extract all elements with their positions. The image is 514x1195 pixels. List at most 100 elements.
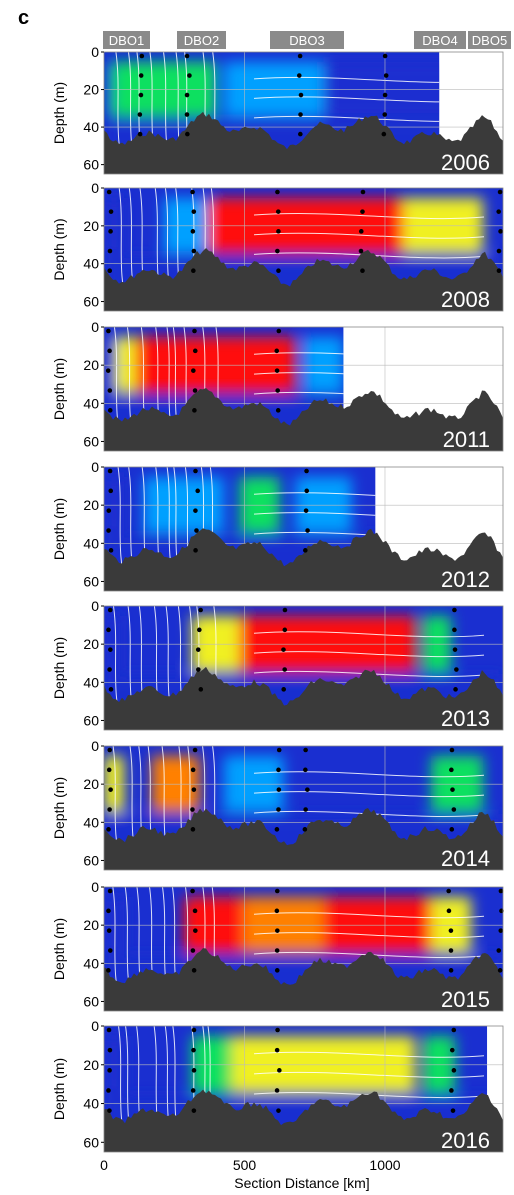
- sample-point: [303, 767, 308, 773]
- y-tick-label: 40: [83, 955, 99, 971]
- sample-point: [450, 787, 455, 792]
- sample-point: [303, 807, 308, 812]
- y-axis-label: Depth (m): [51, 1058, 67, 1120]
- sample-point: [107, 248, 113, 254]
- sample-point: [276, 328, 282, 334]
- sample-point: [191, 209, 197, 214]
- year-label: 2008: [441, 287, 490, 312]
- sample-point: [497, 189, 503, 195]
- year-label: 2016: [441, 1128, 490, 1153]
- sample-point: [498, 928, 504, 933]
- sample-point: [106, 827, 111, 832]
- sample-point: [190, 807, 195, 812]
- sample-point: [298, 131, 303, 137]
- sample-point: [274, 908, 280, 914]
- sample-point: [107, 1068, 112, 1073]
- sample-point: [107, 667, 112, 672]
- depth-section-panel: 0 20 40 60 Depth (m) 2011: [51, 319, 504, 452]
- sample-point: [108, 687, 114, 692]
- y-tick-label: 40: [83, 395, 99, 411]
- sample-point: [275, 248, 280, 254]
- sample-point: [191, 1027, 197, 1033]
- station-label: DBO5: [468, 31, 511, 49]
- sample-point: [451, 1068, 457, 1073]
- depth-section-panel: 0 20 40 60 Depth (m) 2013: [51, 598, 504, 731]
- y-axis-label: Depth (m): [51, 218, 67, 280]
- sample-point: [106, 767, 112, 773]
- sample-point: [274, 948, 280, 953]
- y-axis-label: Depth (m): [51, 918, 67, 980]
- sample-point: [305, 787, 310, 792]
- sample-point: [192, 328, 197, 334]
- sample-point: [358, 229, 364, 234]
- sample-point: [303, 747, 308, 753]
- sample-point: [190, 229, 196, 234]
- sample-point: [497, 968, 503, 973]
- sample-point: [107, 948, 113, 953]
- sample-point: [275, 189, 280, 195]
- sample-point: [106, 528, 111, 533]
- sample-point: [276, 767, 281, 773]
- sample-point: [137, 112, 143, 117]
- sample-point: [276, 229, 281, 234]
- station-label: DBO1: [103, 31, 150, 49]
- sample-point: [193, 548, 198, 553]
- bathymetry: [104, 111, 503, 174]
- bathymetry: [104, 807, 503, 870]
- sample-point: [193, 928, 198, 933]
- sample-point: [198, 687, 204, 692]
- depth-section-panel: 0 20 40 60 Depth (m) 2015: [51, 879, 504, 1012]
- bathymetry: [104, 1089, 503, 1152]
- sample-point: [449, 1088, 454, 1093]
- y-tick-label: 60: [83, 157, 99, 173]
- sample-point: [275, 1027, 280, 1033]
- sample-point: [275, 388, 280, 393]
- sample-point: [449, 827, 455, 832]
- y-axis-label: Depth (m): [51, 82, 67, 144]
- sample-point: [190, 827, 196, 832]
- y-tick-label: 0: [91, 459, 99, 475]
- sample-point: [274, 1088, 280, 1093]
- sample-point: [196, 667, 201, 672]
- sample-point: [108, 229, 113, 234]
- sample-point: [107, 1108, 112, 1113]
- sample-point: [185, 131, 190, 137]
- y-tick-label: 0: [91, 180, 99, 196]
- sample-point: [195, 488, 201, 494]
- sample-point: [498, 229, 503, 234]
- sample-point: [383, 73, 389, 78]
- year-label: 2011: [443, 427, 490, 452]
- sample-point: [191, 1047, 196, 1053]
- sample-point: [448, 948, 454, 953]
- x-tick-label: 0: [100, 1157, 108, 1173]
- y-tick-label: 20: [83, 917, 99, 933]
- sample-point: [296, 73, 302, 78]
- sample-point: [106, 928, 112, 933]
- sample-point: [191, 368, 196, 373]
- sample-point: [138, 92, 144, 98]
- sample-point: [138, 73, 144, 78]
- y-axis-label: Depth (m): [51, 498, 67, 560]
- y-tick-label: 40: [83, 1096, 99, 1112]
- sample-point: [192, 747, 198, 753]
- sample-point: [106, 968, 111, 973]
- sample-point: [184, 53, 190, 59]
- sample-point: [274, 968, 280, 973]
- sample-point: [282, 627, 288, 633]
- station-label: DBO2: [177, 31, 226, 49]
- sample-point: [191, 248, 197, 254]
- sample-point: [108, 488, 114, 494]
- sample-point: [198, 607, 203, 613]
- sample-point: [360, 189, 366, 195]
- y-tick-label: 0: [91, 319, 99, 335]
- sample-point: [274, 888, 280, 894]
- svg-text:DBO1: DBO1: [109, 33, 144, 48]
- sample-point: [451, 807, 457, 812]
- sample-point: [192, 348, 198, 354]
- y-tick-label: 60: [83, 712, 99, 728]
- year-label: 2015: [441, 987, 490, 1012]
- sample-point: [305, 528, 310, 533]
- y-axis-label: Depth (m): [51, 358, 67, 420]
- sample-point: [195, 647, 201, 652]
- sample-point: [360, 268, 365, 274]
